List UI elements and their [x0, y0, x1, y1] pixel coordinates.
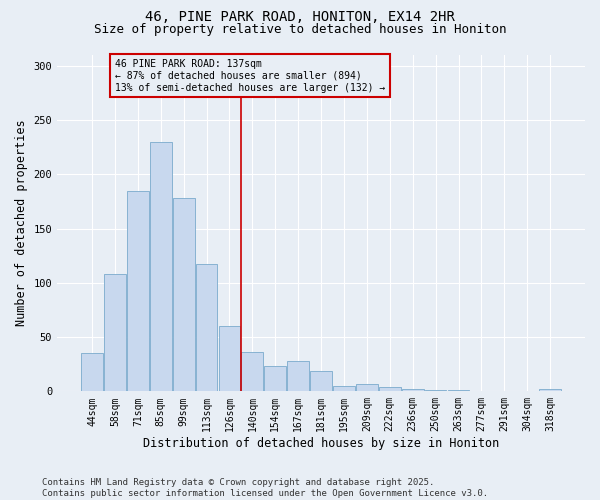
Y-axis label: Number of detached properties: Number of detached properties [15, 120, 28, 326]
Bar [448, 390, 469, 392]
Bar [379, 387, 401, 392]
Bar [104, 274, 126, 392]
Bar [539, 389, 561, 392]
Bar [425, 390, 446, 392]
Bar [173, 198, 194, 392]
Bar [356, 384, 378, 392]
Bar [196, 264, 217, 392]
Text: 46, PINE PARK ROAD, HONITON, EX14 2HR: 46, PINE PARK ROAD, HONITON, EX14 2HR [145, 10, 455, 24]
Bar [218, 326, 241, 392]
Text: 46 PINE PARK ROAD: 137sqm
← 87% of detached houses are smaller (894)
13% of semi: 46 PINE PARK ROAD: 137sqm ← 87% of detac… [115, 60, 385, 92]
Bar [150, 142, 172, 392]
Bar [310, 370, 332, 392]
Text: Contains HM Land Registry data © Crown copyright and database right 2025.
Contai: Contains HM Land Registry data © Crown c… [42, 478, 488, 498]
Bar [265, 366, 286, 392]
Bar [241, 352, 263, 392]
Bar [333, 386, 355, 392]
Bar [81, 354, 103, 392]
Bar [402, 389, 424, 392]
Bar [287, 361, 309, 392]
Text: Size of property relative to detached houses in Honiton: Size of property relative to detached ho… [94, 22, 506, 36]
Bar [127, 190, 149, 392]
X-axis label: Distribution of detached houses by size in Honiton: Distribution of detached houses by size … [143, 437, 499, 450]
